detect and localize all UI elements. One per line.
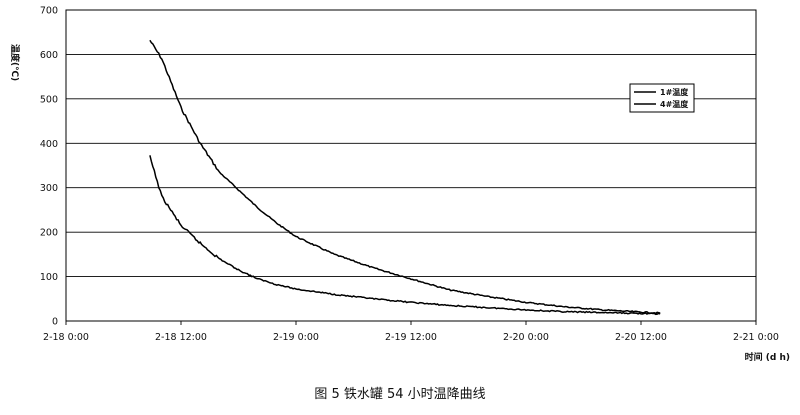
y-tick-label: 500 <box>40 94 58 105</box>
legend-label-2: 4#温度 <box>660 99 689 109</box>
y-axis-label: 温度(℃) <box>9 44 21 81</box>
x-tick-label: 2-18 0:00 <box>43 332 89 343</box>
x-tick-labels: 2-18 0:00 2-18 12:00 2-19 0:00 2-19 12:00 2-… <box>43 321 779 343</box>
y-tick-labels: 0 100 200 300 400 500 600 700 <box>40 6 58 328</box>
figure-caption: 图 5 铁水罐 54 小时温降曲线 <box>314 387 485 402</box>
legend-label-1: 1#温度 <box>660 87 689 97</box>
legend-box <box>629 83 695 113</box>
legend: 1#温度 4#温度 <box>629 83 695 113</box>
x-tick-label: 2-19 12:00 <box>385 332 437 343</box>
plot-area <box>65 9 757 322</box>
x-tick-label: 2-18 12:00 <box>155 332 207 343</box>
x-tick-label: 2-20 0:00 <box>503 332 549 343</box>
grid-lines <box>66 53 756 278</box>
series-line-1 <box>149 39 661 315</box>
x-tick-label: 2-19 0:00 <box>273 332 319 343</box>
series-line-2 <box>149 155 661 316</box>
x-tick-label: 2-21 0:00 <box>733 332 779 343</box>
y-tick-label: 700 <box>40 6 58 17</box>
y-tick-label: 0 <box>52 317 58 328</box>
x-axis-label: 时间 (d h) <box>745 351 790 363</box>
y-tick-label: 100 <box>40 272 58 283</box>
y-tick-label: 400 <box>40 139 58 150</box>
series-lines <box>149 39 661 316</box>
x-tick-label: 2-20 12:00 <box>615 332 667 343</box>
y-tick-label: 300 <box>40 183 58 194</box>
y-tick-label: 200 <box>40 228 58 239</box>
y-tick-label: 600 <box>40 50 58 61</box>
